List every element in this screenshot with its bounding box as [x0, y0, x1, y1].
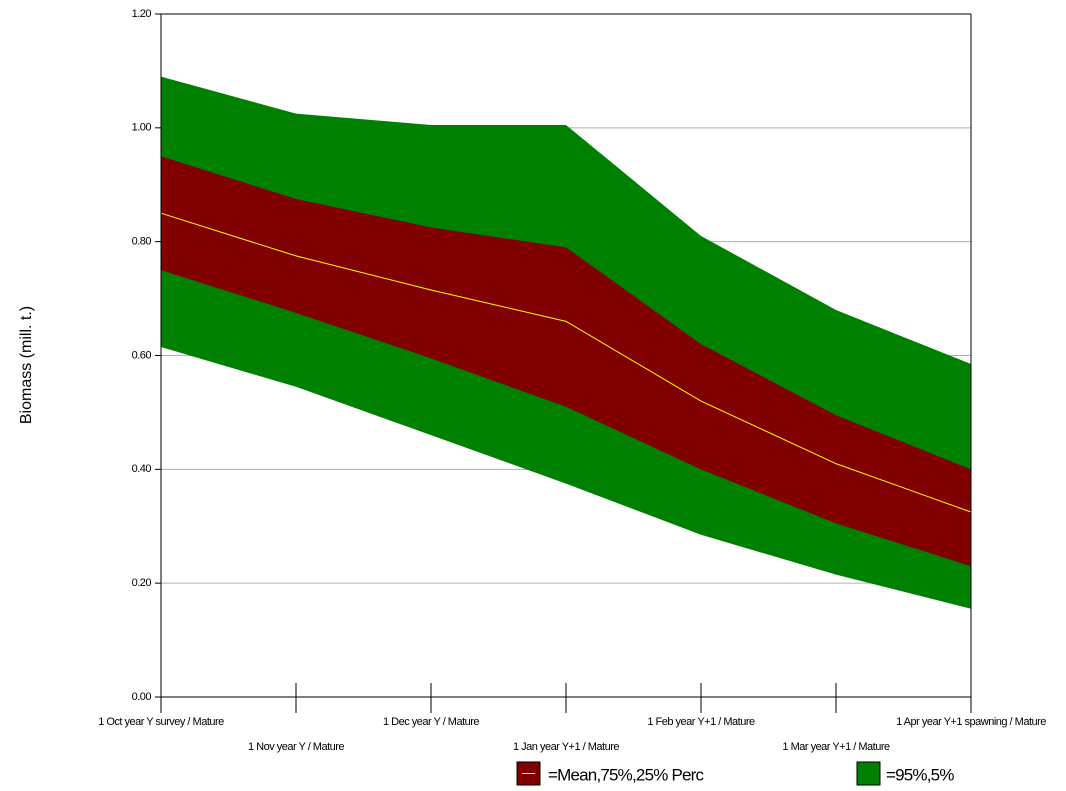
y-tick-label: 1.20 — [132, 8, 152, 20]
y-axis-label: Biomass (mill. t.) — [18, 306, 35, 424]
x-tick-label: 1 Jan year Y+1 / Mature — [513, 741, 619, 753]
band-area — [161, 156, 971, 567]
x-tick-label: 1 Dec year Y / Mature — [383, 716, 479, 728]
y-tick-label: 1.00 — [132, 122, 152, 134]
mean-line — [160, 212, 972, 513]
y-tick-label: 0.40 — [132, 463, 152, 475]
y-tick-label: 0.00 — [132, 691, 152, 703]
x-tick-label: 1 Oct year Y survey / Mature — [98, 716, 224, 728]
x-tick-label: 1 Apr year Y+1 spawning / Mature — [896, 716, 1046, 728]
legend-swatch — [856, 761, 881, 786]
legend-label: =95%,5% — [886, 765, 954, 784]
y-tick-label: 0.60 — [132, 349, 152, 361]
y-tick-label: 0.80 — [132, 236, 152, 248]
y-tick-label: 0.20 — [132, 577, 152, 589]
x-tick-label: 1 Nov year Y / Mature — [248, 741, 344, 753]
x-tick-label: 1 Mar year Y+1 / Mature — [782, 741, 890, 753]
x-tick-label: 1 Feb year Y+1 / Mature — [647, 716, 755, 728]
legend-label: =Mean,75%,25% Perc — [548, 765, 705, 784]
